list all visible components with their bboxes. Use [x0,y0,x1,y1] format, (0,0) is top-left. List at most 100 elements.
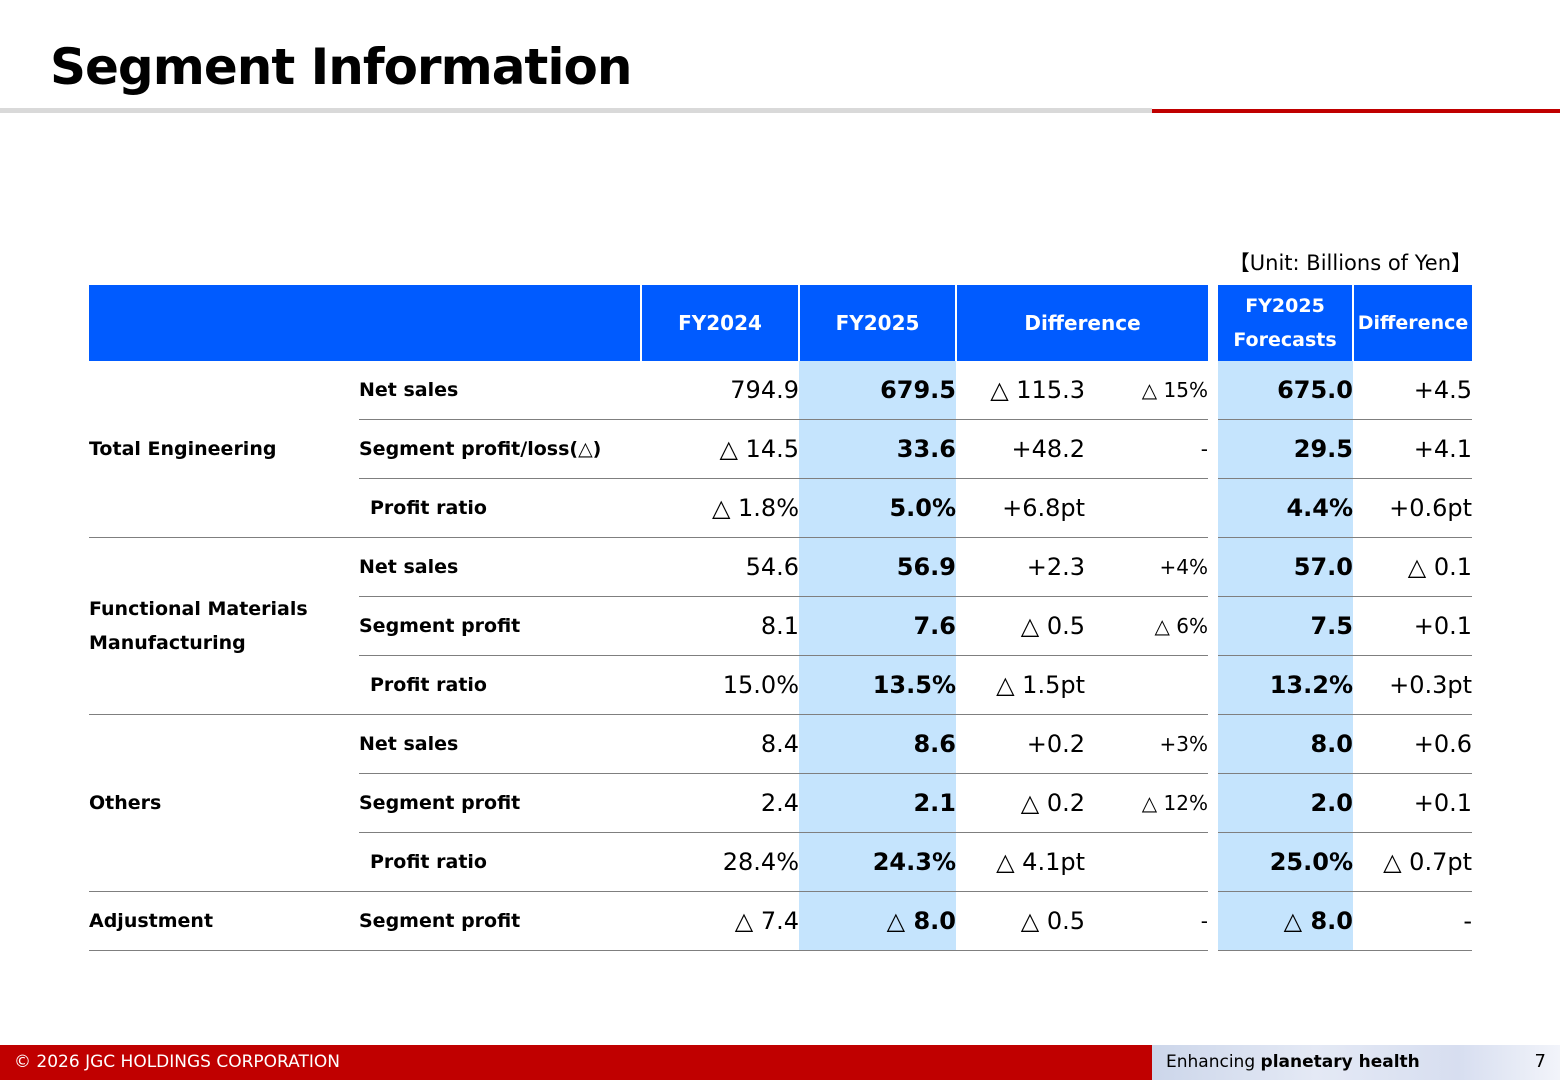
row-item-label: Segment profit [359,891,641,951]
fy2025-value: 8.6 [799,714,956,774]
fy2025-value: 5.0% [799,478,956,538]
forecast-value: 675.0 [1218,361,1353,420]
fy2025-value: 2.1 [799,773,956,833]
row-item-label: Profit ratio [359,832,641,892]
fy2024-value: 28.4% [641,832,799,892]
fy2024-value: △ 14.5 [641,419,799,479]
difference-percent: △ 15% [1085,361,1208,420]
tagline-emphasis: planetary health [1260,1052,1420,1072]
column-gap [1208,773,1218,833]
forecast-value: 2.0 [1218,773,1353,833]
segment-name-line1: Adjustment [89,910,214,932]
fy2024-value: △ 1.8% [641,478,799,538]
forecast-value: 57.0 [1218,537,1353,597]
fy2025-value: 33.6 [799,419,956,479]
table-row: Segment profit 2.4 2.1 △ 0.2 △ 12% 2.0 +0.1 [89,773,1472,833]
forecast-difference-value: +4.1 [1353,419,1472,479]
row-item-label: Segment profit [359,773,641,833]
column-gap [1208,714,1218,774]
page-title: Segment Information [50,38,632,96]
forecast-difference-value: △ 0.1 [1353,537,1472,597]
footer-bar [0,1045,1152,1080]
table-row: Profit ratio 15.0% 13.5% △ 1.5pt 13.2% +0.3pt [89,655,1472,715]
fy2024-value: 54.6 [641,537,799,597]
difference-value: +2.3 [956,537,1085,597]
segment-name-line2: Manufacturing [89,632,246,654]
difference-value: △ 115.3 [956,361,1085,420]
difference-percent: △ 6% [1085,596,1208,656]
table-row: Adjustment Segment profit △ 7.4 △ 8.0 △ 0.5-… [89,891,1472,951]
forecast-value: 7.5 [1218,596,1353,656]
difference-percent: - [1085,891,1208,951]
difference-value: +6.8pt [956,478,1085,538]
fy2025-value: 24.3% [799,832,956,892]
footer-copyright: © 2026 JGC HOLDINGS CORPORATION [14,1052,340,1072]
table-row: Segment profit 8.1 7.6 △ 0.5 △ 6% 7.5 +0.1 [89,596,1472,656]
forecast-value: △ 8.0 [1218,891,1353,951]
fy2024-value: △ 7.4 [641,891,799,951]
fy2025-value: 56.9 [799,537,956,597]
header-forecasts-line1: FY2025 [1245,295,1325,317]
segment-table: FY2024 FY2025 Difference FY2025 Forecast… [89,285,1472,951]
table-row: Others Net sales 8.4 8.6 +0.2 +3% 8.0 +0.6 [89,714,1472,892]
header-row: FY2024 FY2025 Difference FY2025 Forecast… [89,285,1472,361]
forecast-difference-value: +0.3pt [1353,655,1472,715]
row-item-label: Segment profit [359,596,641,656]
forecast-value: 4.4% [1218,478,1353,538]
header-blank-cell [89,285,642,361]
table-row: Profit ratio △ 1.8% 5.0% +6.8pt 4.4% +0.6pt [89,478,1472,538]
column-gap [1208,478,1218,538]
difference-percent: +4% [1085,537,1208,597]
table-row: Total Engineering Net sales 794.9 679.5 △ 11… [89,361,1472,538]
difference-percent [1085,478,1208,538]
difference-value: △ 1.5pt [956,655,1085,715]
column-gap [1208,537,1218,597]
forecast-difference-value: +0.1 [1353,773,1472,833]
fy2025-value: 679.5 [799,361,956,420]
difference-value: △ 0.5 [956,596,1085,656]
difference-value: △ 4.1pt [956,832,1085,892]
column-gap [1208,891,1218,951]
difference-percent: △ 12% [1085,773,1208,833]
fy2024-value: 2.4 [641,773,799,833]
forecast-difference-value: +0.6pt [1353,478,1472,538]
difference-value: +48.2 [956,419,1085,479]
fy2025-value: 7.6 [799,596,956,656]
header-fy2024: FY2024 [641,285,800,361]
segment-name-line1: Functional Materials [89,598,308,620]
forecast-value: 13.2% [1218,655,1353,715]
column-gap [1208,419,1218,479]
header-forecasts-line2: Forecasts [1233,329,1337,351]
footer-tagline-band [1152,1045,1560,1080]
fy2025-value: △ 8.0 [799,891,956,951]
forecast-value: 8.0 [1218,714,1353,774]
difference-value: △ 0.2 [956,773,1085,833]
forecast-difference-value: +0.6 [1353,714,1472,774]
header-fy2025: FY2025 [799,285,957,361]
page-number: 7 [1534,1051,1546,1072]
footer-tagline: Enhancing planetary health [1166,1052,1420,1072]
forecast-value: 29.5 [1218,419,1353,479]
difference-value: +0.2 [956,714,1085,774]
difference-percent: +3% [1085,714,1208,774]
segment-name: Total Engineering [89,361,359,538]
column-gap [1208,596,1218,656]
table-row: Profit ratio 28.4% 24.3% △ 4.1pt 25.0% △ 0.7p… [89,832,1472,892]
column-gap [1208,832,1218,892]
forecast-difference-value: - [1353,891,1472,951]
segment-name: Adjustment [89,891,359,951]
row-item-label: Profit ratio [359,655,641,715]
title-divider [0,108,1152,113]
fy2025-value: 13.5% [799,655,956,715]
row-item-label: Net sales [359,537,641,597]
forecast-difference-value: +4.5 [1353,361,1472,420]
segment-name: Functional Materials Manufacturing [89,537,359,715]
table-row: Functional Materials Manufacturing Net sal… [89,537,1472,715]
difference-percent [1085,832,1208,892]
segment-name-line1: Others [89,792,162,814]
difference-value: △ 0.5 [956,891,1085,951]
header-forecasts: FY2025 Forecasts [1218,285,1354,361]
header-forecast-difference: Difference [1353,285,1472,361]
unit-note: 【Unit: Billions of Yen】 [1228,251,1472,275]
header-difference: Difference [956,285,1208,361]
